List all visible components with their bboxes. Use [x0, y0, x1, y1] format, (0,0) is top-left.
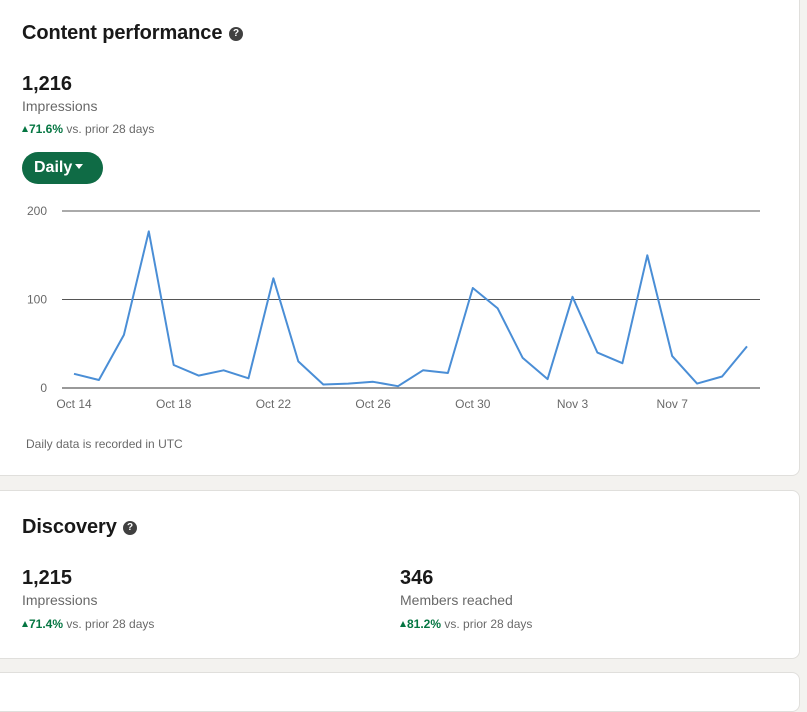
- discovery-card: Discovery ? 1,215 Impressions 71.4% vs. …: [0, 490, 800, 659]
- change-percent: 71.4%: [29, 617, 64, 631]
- caret-down-icon: [75, 164, 84, 169]
- x-tick-label: Oct 26: [355, 397, 391, 411]
- trend-up-icon: [400, 621, 406, 627]
- daily-dropdown-button[interactable]: Daily: [22, 152, 103, 184]
- chart-note: Daily data is recorded in UTC: [26, 437, 183, 451]
- y-tick-label: 0: [40, 381, 47, 395]
- content-performance-title: Content performance: [22, 22, 223, 44]
- impressions-line-chart: 0 100 200 Oct 14 Oct 18 Oct 22 Oct 26 Oct 30 No…: [27, 204, 760, 411]
- x-tick-label: Nov 7: [657, 397, 689, 411]
- question-circle-icon[interactable]: ?: [229, 27, 243, 41]
- x-tick-label: Oct 30: [455, 397, 491, 411]
- x-tick-label: Oct 18: [156, 397, 192, 411]
- change-suffix: vs. prior 28 days: [63, 122, 155, 136]
- members-reached-value: 346: [400, 567, 434, 589]
- impressions-label: Impressions: [22, 98, 98, 114]
- y-tick-label: 100: [27, 293, 47, 307]
- discovery-title: Discovery: [22, 516, 117, 538]
- discovery-impressions-label: Impressions: [22, 592, 98, 608]
- next-card: [0, 672, 800, 712]
- impressions-value: 1,216: [22, 73, 73, 95]
- question-circle-icon[interactable]: ?: [123, 521, 137, 535]
- trend-up-icon: [22, 621, 28, 627]
- x-tick-label: Oct 22: [256, 397, 292, 411]
- members-reached-label: Members reached: [400, 592, 513, 608]
- discovery-impressions-value: 1,215: [22, 567, 73, 589]
- content-performance-card: Content performance ? 1,216 Impressions …: [0, 0, 800, 476]
- x-tick-label: Oct 14: [56, 397, 92, 411]
- x-tick-label: Nov 3: [557, 397, 589, 411]
- y-tick-label: 200: [27, 204, 47, 218]
- trend-up-icon: [22, 126, 28, 132]
- series-line: [73, 230, 748, 388]
- impressions-change: 71.6% vs. prior 28 days: [22, 122, 154, 136]
- members-reached-change: 81.2% vs. prior 28 days: [400, 617, 532, 631]
- change-percent: 71.6%: [29, 122, 64, 136]
- discovery-impressions-change: 71.4% vs. prior 28 days: [22, 617, 154, 631]
- change-suffix: vs. prior 28 days: [63, 617, 155, 631]
- change-percent: 81.2%: [407, 617, 442, 631]
- change-suffix: vs. prior 28 days: [441, 617, 533, 631]
- dropdown-label: Daily: [34, 159, 73, 176]
